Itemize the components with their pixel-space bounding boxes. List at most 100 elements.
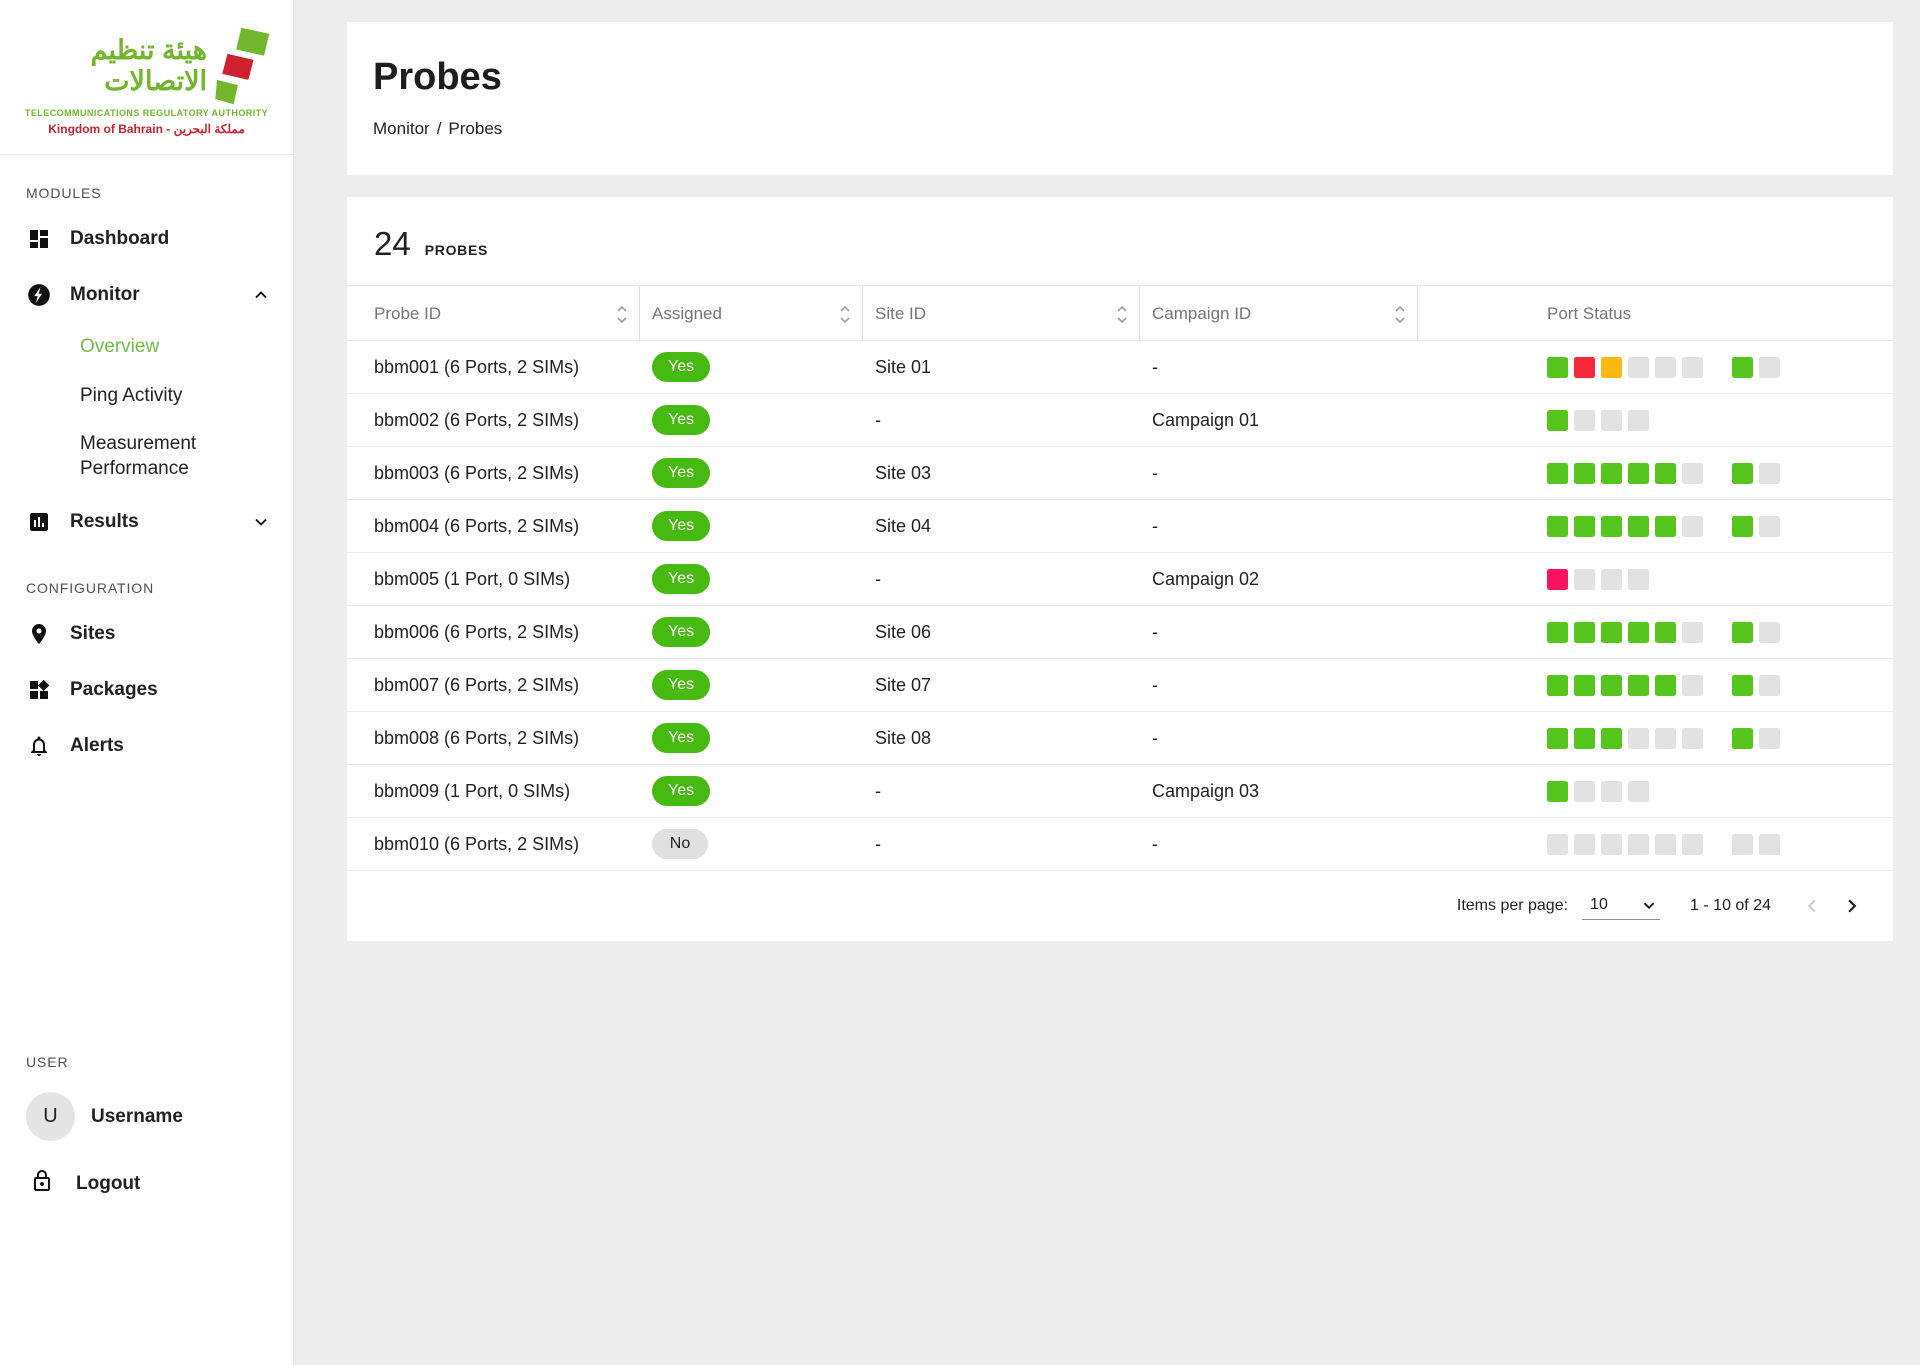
port-status-group: [1547, 833, 1703, 855]
assigned-cell: Yes: [640, 617, 863, 647]
probe-row[interactable]: bbm003 (6 Ports, 2 SIMs) Yes Site 03 -: [347, 447, 1893, 500]
probe-row[interactable]: bbm002 (6 Ports, 2 SIMs) Yes - Campaign …: [347, 394, 1893, 447]
location-pin-icon: [26, 621, 52, 647]
port-gray-square: [1759, 356, 1780, 378]
probe-id-cell: bbm003 (6 Ports, 2 SIMs): [347, 463, 640, 484]
sidebar-item-dashboard[interactable]: Dashboard: [0, 211, 293, 267]
port-gray-square: [1682, 727, 1703, 749]
sidebar-item-measurement-performance[interactable]: Measurement Performance: [80, 433, 197, 480]
port-green-square: [1655, 674, 1676, 696]
column-header-site-id[interactable]: Site ID: [863, 286, 1140, 342]
sidebar-item-label: Results: [70, 510, 139, 532]
port-gray-square: [1547, 833, 1568, 855]
probe-row[interactable]: bbm004 (6 Ports, 2 SIMs) Yes Site 04 -: [347, 500, 1893, 553]
port-gray-square: [1759, 727, 1780, 749]
campaign-id-cell: -: [1152, 727, 1158, 748]
breadcrumb-parent[interactable]: Monitor: [373, 119, 430, 138]
sidebar-item-ping-activity[interactable]: Ping Activity: [80, 384, 183, 406]
packages-icon: [26, 677, 52, 703]
logo-shapes-icon: [215, 27, 270, 105]
next-page-button[interactable]: [1837, 891, 1867, 921]
assigned-cell: Yes: [640, 670, 863, 700]
sidebar-item-alerts[interactable]: Alerts: [0, 718, 293, 774]
sim-status-group: [1732, 515, 1780, 537]
port-green-square: [1547, 621, 1568, 643]
port-gray-square: [1655, 356, 1676, 378]
probe-row[interactable]: bbm001 (6 Ports, 2 SIMs) Yes Site 01 -: [347, 341, 1893, 394]
port-gray-square: [1628, 727, 1649, 749]
port-status-cell: [1418, 833, 1893, 855]
port-gray-square: [1682, 462, 1703, 484]
monitor-icon: [26, 282, 52, 308]
port-green-square: [1547, 515, 1568, 537]
port-gray-square: [1574, 833, 1595, 855]
sidebar-item-label: Sites: [70, 622, 116, 644]
probe-id: bbm006 (6 Ports, 2 SIMs): [374, 621, 580, 642]
assigned-cell: No: [640, 829, 863, 859]
user-profile: U Username: [0, 1080, 293, 1153]
sim-status-group: [1732, 356, 1780, 378]
table-header-row: Probe ID Assigned Site ID Campaign ID Po…: [347, 285, 1893, 342]
previous-page-button[interactable]: [1797, 891, 1827, 921]
probe-id: bbm001 (6 Ports, 2 SIMs): [374, 356, 580, 377]
port-green-square: [1547, 409, 1568, 431]
probe-row[interactable]: bbm005 (1 Port, 0 SIMs) Yes - Campaign 0…: [347, 553, 1893, 606]
probe-row[interactable]: bbm008 (6 Ports, 2 SIMs) Yes Site 08 -: [347, 712, 1893, 765]
tra-logo: هيئة تنظيم الاتصالات TELECOMMUNICATIONS …: [0, 0, 293, 155]
port-green-square: [1601, 727, 1622, 749]
probe-id: bbm002 (6 Ports, 2 SIMs): [374, 409, 580, 430]
sidebar-item-overview[interactable]: Overview: [80, 336, 160, 357]
port-gray-square: [1759, 515, 1780, 537]
dropdown-arrow-icon: [1643, 902, 1655, 910]
sidebar-item-label: Alerts: [70, 734, 124, 756]
probe-row[interactable]: bbm007 (6 Ports, 2 SIMs) Yes Site 07 -: [347, 659, 1893, 712]
port-gray-square: [1628, 780, 1649, 802]
column-header-assigned[interactable]: Assigned: [640, 286, 863, 342]
port-gray-square: [1628, 833, 1649, 855]
probe-id: bbm007 (6 Ports, 2 SIMs): [374, 674, 580, 695]
port-status-cell: [1418, 674, 1893, 696]
probe-row[interactable]: bbm009 (1 Port, 0 SIMs) Yes - Campaign 0…: [347, 765, 1893, 818]
column-header-probe-id[interactable]: Probe ID: [347, 286, 640, 342]
sidebar-item-results[interactable]: Results: [0, 494, 293, 550]
assigned-cell: Yes: [640, 458, 863, 488]
port-status-group: [1547, 674, 1703, 696]
assigned-pill: Yes: [652, 776, 711, 806]
campaign-id-cell: -: [1152, 833, 1158, 854]
probe-id-cell: bbm005 (1 Port, 0 SIMs): [347, 569, 640, 590]
port-green-square: [1732, 356, 1753, 378]
port-green-square: [1574, 462, 1595, 484]
sidebar-item-label: Packages: [70, 678, 158, 700]
page-title: Probes: [373, 56, 502, 98]
port-gray-square: [1682, 674, 1703, 696]
port-amber-square: [1601, 356, 1622, 378]
port-pink-square: [1547, 568, 1568, 590]
configuration-section-label: CONFIGURATION: [26, 579, 155, 596]
items-per-page-select[interactable]: 10: [1582, 892, 1661, 920]
site-id-cell: -: [875, 780, 881, 801]
breadcrumb-current: Probes: [448, 119, 503, 138]
probe-id: bbm003 (6 Ports, 2 SIMs): [374, 462, 580, 483]
sim-status-group: [1732, 727, 1780, 749]
port-status-group: [1547, 780, 1649, 802]
logout-label: Logout: [76, 1173, 141, 1194]
probe-row[interactable]: bbm010 (6 Ports, 2 SIMs) No - -: [347, 818, 1893, 871]
probe-id-cell: bbm002 (6 Ports, 2 SIMs): [347, 410, 640, 431]
port-status-cell: [1418, 409, 1893, 431]
sidebar-item-monitor[interactable]: Monitor: [0, 267, 293, 323]
logout-button[interactable]: Logout: [0, 1153, 293, 1215]
port-green-square: [1574, 621, 1595, 643]
port-green-square: [1601, 462, 1622, 484]
assigned-cell: Yes: [640, 511, 863, 541]
port-green-square: [1732, 515, 1753, 537]
port-status-group: [1547, 621, 1703, 643]
port-green-square: [1574, 515, 1595, 537]
column-header-campaign-id[interactable]: Campaign ID: [1140, 286, 1418, 342]
table-pagination: Items per page: 10 1 - 10 of 24: [347, 871, 1893, 941]
column-label: Probe ID: [374, 304, 442, 323]
probe-row[interactable]: bbm006 (6 Ports, 2 SIMs) Yes Site 06 -: [347, 606, 1893, 659]
sidebar-item-packages[interactable]: Packages: [0, 662, 293, 718]
sidebar-item-sites[interactable]: Sites: [0, 606, 293, 662]
port-green-square: [1601, 674, 1622, 696]
sim-status-group: [1732, 621, 1780, 643]
